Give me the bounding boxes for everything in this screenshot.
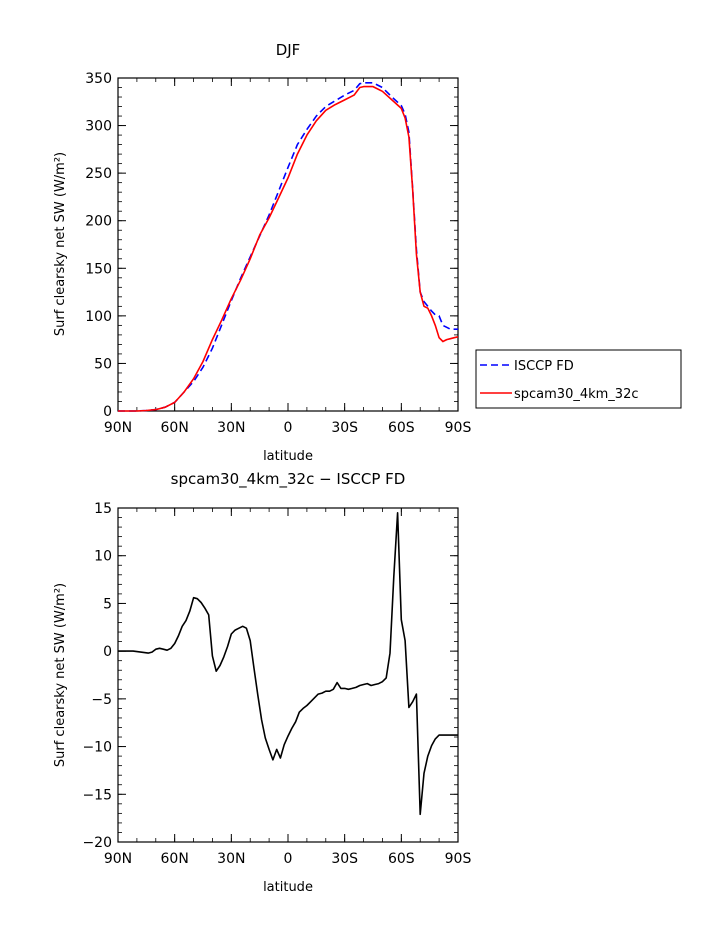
y-tick-label: 0 [103, 404, 112, 420]
series-line-0 [118, 511, 458, 816]
y-tick-label: 250 [85, 166, 112, 182]
x-tick-label: 60S [388, 420, 415, 436]
x-tick-label: 30S [331, 851, 358, 867]
y-tick-label: 200 [85, 214, 112, 230]
x-tick-label: 30N [217, 420, 245, 436]
legend-label-spcam: spcam30_4km_32c [514, 387, 639, 402]
chart-top-ylabel: Surf clearsky net SW (W/m²) [53, 152, 68, 336]
legend-label-isccp-fd: ISCCP FD [514, 359, 574, 374]
x-tick-label: 90N [104, 851, 132, 867]
x-tick-label: 0 [284, 420, 293, 436]
chart-top-title: DJF [276, 41, 301, 59]
x-tick-label: 30N [217, 851, 245, 867]
x-tick-label: 60S [388, 851, 415, 867]
y-tick-label: −20 [82, 835, 112, 851]
chart-bottom-xlabel: latitude [263, 880, 313, 895]
chart-top-x-axis: 90N 60N 30N 0 30S 60S 90S [104, 78, 472, 436]
x-tick-label: 90N [104, 420, 132, 436]
chart-top-xlabel: latitude [263, 449, 313, 464]
legend-box [475, 349, 682, 409]
chart-top-plot-area [118, 82, 459, 412]
y-tick-label: 5 [103, 596, 112, 612]
chart-bottom-ylabel: Surf clearsky net SW (W/m²) [53, 583, 68, 767]
y-tick-label: 350 [85, 71, 112, 87]
chart-top: DJF 0 50 100 150 200 250 300 350 90N 60N 30N 0 30S 6… [53, 41, 471, 464]
y-tick-label: −10 [82, 740, 112, 756]
series-line-1 [118, 85, 459, 412]
y-tick-label: −15 [82, 787, 112, 803]
y-tick-label: −5 [91, 692, 112, 708]
y-tick-label: 150 [85, 261, 112, 277]
y-tick-label: 15 [94, 501, 112, 517]
chart-top-y-axis: 0 50 100 150 200 250 300 350 [85, 71, 458, 420]
series-line-0 [118, 82, 458, 412]
x-tick-label: 60N [161, 420, 189, 436]
y-tick-label: 300 [85, 119, 112, 135]
chart-bottom: spcam30_4km_32c − ISCCP FD −20 −15 −10 −5 0 5… [53, 470, 471, 895]
chart-bottom-title: spcam30_4km_32c − ISCCP FD [171, 470, 406, 489]
x-tick-label: 90S [445, 420, 472, 436]
y-tick-label: 50 [94, 356, 112, 372]
x-tick-label: 30S [331, 420, 358, 436]
y-tick-label: 10 [94, 549, 112, 565]
chart-bottom-plot-area [118, 511, 458, 816]
chart-bottom-y-axis: −20 −15 −10 −5 0 5 10 15 [82, 501, 458, 851]
chart-legend: ISCCP FD spcam30_4km_32c [475, 349, 682, 409]
x-tick-label: 60N [161, 851, 189, 867]
x-tick-label: 0 [284, 851, 293, 867]
x-tick-label: 90S [445, 851, 472, 867]
y-tick-label: 100 [85, 309, 112, 325]
y-tick-label: 0 [103, 644, 112, 660]
chart-bottom-x-axis: 90N 60N 30N 0 30S 60S 90S [104, 508, 472, 867]
